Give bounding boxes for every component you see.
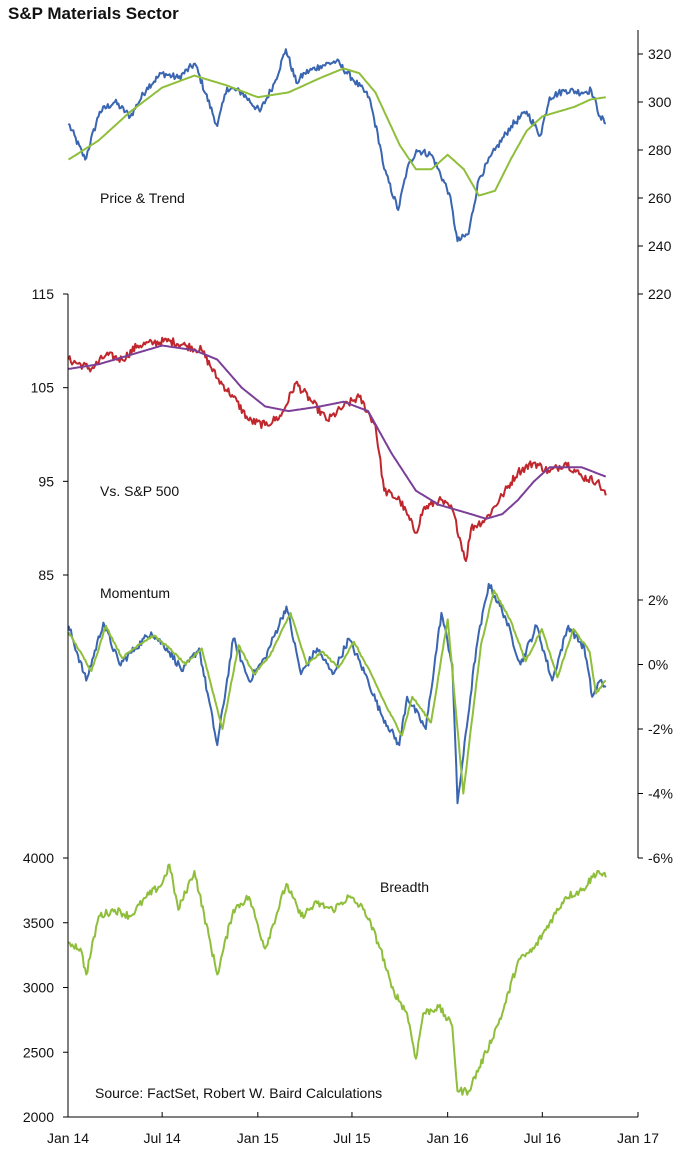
series-line-3-value [67, 863, 607, 1096]
x-tick-label: Jan 14 [47, 1130, 89, 1146]
y-tick-label: 2% [648, 592, 668, 608]
series-line-2-value [67, 582, 607, 805]
y-tick-label: 4000 [23, 850, 54, 866]
axes: 220 240 260 280 300 320 85 95 105 115 -6% -4% -2% 0% 2… [23, 30, 673, 1146]
y-tick-label: 115 [32, 286, 55, 302]
x-tick-label: Jan 16 [427, 1130, 469, 1146]
panel-label: Breadth [380, 879, 429, 895]
y-tick-label: 280 [648, 142, 672, 158]
y-tick-label: 2000 [23, 1109, 54, 1125]
chart-title: S&P Materials Sector [8, 4, 179, 23]
panel-label: Vs. S&P 500 [100, 483, 179, 499]
y-tick-label: 260 [648, 190, 672, 206]
y-tick-label: -4% [648, 786, 673, 802]
y-tick-label: 0% [648, 657, 668, 673]
y-tick-label: 2500 [23, 1044, 54, 1060]
y-tick-label: 240 [648, 238, 672, 254]
x-tick-label: Jul 16 [524, 1130, 562, 1146]
labels: Price & Trend Vs. S&P 500 Momentum Breadth S… [95, 190, 429, 1101]
y-tick-label: 105 [31, 380, 55, 396]
y-tick-label: 85 [38, 567, 54, 583]
y-tick-label: 220 [648, 286, 672, 302]
x-tick-label: Jul 15 [333, 1130, 371, 1146]
panel-label: Momentum [100, 585, 170, 601]
panel-label: Price & Trend [100, 190, 185, 206]
x-tick-label: Jul 14 [143, 1130, 181, 1146]
series-lines [67, 48, 607, 1096]
y-tick-label: 3500 [23, 915, 54, 931]
y-tick-label: 320 [648, 46, 672, 62]
y-tick-label: 300 [648, 94, 672, 110]
series-line-0-trend [67, 67, 606, 197]
series-line-1-value [67, 336, 607, 562]
x-tick-label: Jan 17 [617, 1130, 659, 1146]
y-tick-label: 95 [38, 473, 54, 489]
series-line-0-value [67, 48, 607, 243]
y-tick-label: -6% [648, 850, 673, 866]
y-tick-label: -2% [648, 721, 673, 737]
source-note: Source: FactSet, Robert W. Baird Calcula… [95, 1085, 382, 1101]
series-line-1-trend [68, 344, 607, 520]
x-tick-label: Jan 15 [237, 1130, 279, 1146]
y-tick-label: 3000 [23, 980, 54, 996]
series-line-2-trend [67, 589, 607, 795]
